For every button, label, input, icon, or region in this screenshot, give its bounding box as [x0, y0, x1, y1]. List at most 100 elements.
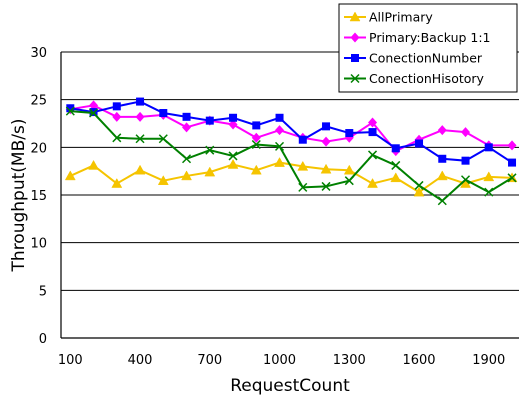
x-tick-label: 1000	[263, 353, 296, 368]
data-point	[251, 139, 261, 150]
legend-marker	[350, 32, 360, 43]
data-point	[507, 140, 517, 151]
data-point	[135, 134, 145, 144]
data-point	[344, 176, 354, 186]
data-point	[368, 117, 378, 128]
data-point	[437, 196, 447, 206]
x-tick-label: 1600	[402, 353, 435, 368]
legend-marker	[351, 54, 359, 62]
data-point	[275, 141, 285, 151]
data-point	[275, 113, 284, 122]
data-point	[134, 164, 146, 175]
data-point	[227, 158, 239, 169]
series-3	[66, 97, 517, 167]
x-tick-label: 700	[197, 353, 222, 368]
data-point	[182, 112, 191, 121]
data-point	[461, 127, 471, 138]
x-tick-label: 100	[58, 353, 83, 368]
legend-item: ConectionNumber	[344, 51, 483, 66]
data-point	[111, 178, 123, 188]
data-point	[413, 186, 425, 197]
data-point	[205, 145, 215, 155]
x-tick-label: 1900	[472, 353, 505, 368]
data-point	[228, 119, 238, 130]
data-point	[252, 121, 261, 130]
data-point	[159, 109, 168, 118]
data-point	[204, 166, 216, 177]
data-point	[367, 178, 378, 188]
legend-marker	[349, 11, 361, 22]
data-point	[391, 144, 400, 153]
legend: AllPrimary Primary:Backup 1:1 ConectionNum…	[338, 3, 518, 93]
data-point	[391, 160, 401, 170]
legend-item: Primary:Backup 1:1	[344, 30, 491, 45]
series-group	[64, 97, 518, 206]
data-point	[64, 170, 76, 181]
x-tick-label: 1300	[333, 353, 366, 368]
data-point	[507, 173, 517, 183]
tick-labels: 0 5 10 15 20 25 30 100 400 700 1000 1300 1600 1900	[30, 46, 505, 368]
data-point	[89, 100, 99, 111]
x-axis-title: RequestCount	[230, 376, 350, 396]
data-point	[484, 143, 493, 152]
data-point	[112, 133, 122, 143]
data-point	[345, 129, 354, 138]
legend-item: ConectionHisotory	[344, 71, 485, 86]
data-point	[250, 164, 262, 175]
y-tick-label: 20	[30, 141, 47, 156]
data-point	[437, 125, 447, 136]
data-point	[390, 172, 402, 183]
data-point	[368, 150, 378, 160]
data-point	[321, 136, 331, 147]
data-point	[205, 116, 214, 125]
data-point	[343, 164, 355, 175]
data-point	[275, 125, 285, 136]
y-tick-label: 5	[39, 284, 47, 299]
data-point	[229, 113, 238, 122]
data-point	[298, 135, 307, 144]
data-point	[66, 104, 75, 113]
data-point	[158, 134, 168, 144]
legend-label: Primary:Backup 1:1	[369, 30, 491, 45]
data-point	[157, 175, 169, 185]
legend-box	[338, 3, 518, 93]
data-point	[274, 157, 285, 167]
data-point	[298, 182, 308, 192]
data-point	[461, 156, 470, 165]
legend-label: AllPrimary	[369, 10, 433, 25]
y-tick-label: 30	[30, 46, 47, 61]
data-point	[88, 159, 99, 170]
legend-item: AllPrimary	[344, 10, 433, 25]
series-line	[70, 110, 513, 202]
data-point	[320, 163, 332, 174]
data-point	[438, 154, 447, 163]
axes	[60, 52, 519, 339]
series-1	[64, 157, 518, 197]
y-tick-label: 15	[30, 189, 47, 204]
data-point	[136, 97, 145, 106]
data-point	[181, 170, 192, 181]
data-point	[228, 151, 238, 161]
data-point	[436, 170, 448, 181]
data-point	[89, 108, 99, 118]
data-point	[368, 128, 377, 137]
data-point	[414, 180, 424, 190]
data-point	[182, 154, 192, 164]
data-point	[484, 187, 494, 197]
legend-label: ConectionNumber	[369, 51, 483, 66]
data-point	[322, 122, 331, 131]
data-point	[251, 132, 261, 143]
y-tick-label: 10	[30, 237, 47, 252]
data-point	[112, 111, 122, 122]
y-axis-title: Throughput(MB/s)	[9, 119, 29, 273]
data-point	[508, 158, 517, 167]
data-point	[321, 181, 331, 191]
legend-marker	[350, 73, 360, 84]
data-point	[483, 171, 495, 182]
y-tick-label: 0	[39, 332, 47, 347]
y-tick-label: 25	[30, 94, 47, 109]
data-point	[415, 139, 424, 148]
data-point	[297, 160, 309, 171]
data-point	[460, 175, 471, 185]
